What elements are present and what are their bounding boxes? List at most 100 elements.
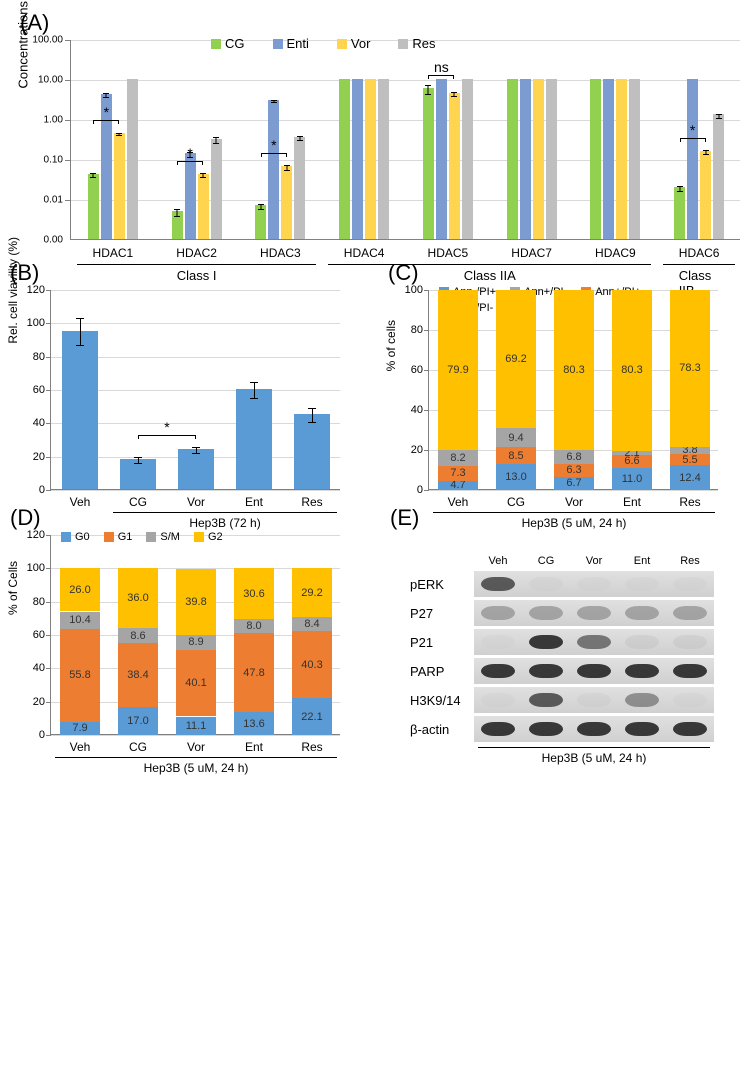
chart-a-bar [546, 79, 557, 239]
western-blots: VehCGVorEntRespERKP27P21PARPH3K9/14β-act… [410, 555, 730, 773]
chartC-segment-label: 7.3 [450, 467, 465, 479]
chart-a-ytick [65, 120, 71, 121]
chart-b-bar [62, 331, 98, 489]
chartD-segment-label: 8.0 [246, 620, 261, 632]
blot-band [529, 693, 563, 707]
chart-a-legend: CGEntiVorRes [211, 36, 436, 51]
chartD-segment-label: 40.3 [301, 659, 322, 671]
chart-a-xlabel: HDAC9 [595, 246, 636, 260]
chartD-segment-label: 39.8 [185, 596, 206, 608]
legend-item: G1 [104, 531, 133, 543]
chart-b-gridline [51, 323, 340, 324]
chart-a-sig-label: ns [434, 59, 449, 75]
chartD-segment-label: 30.6 [243, 588, 264, 600]
blot-band [673, 606, 707, 620]
chart-a-yticklabel: 0.10 [27, 155, 63, 166]
chartD-xlabel: Res [301, 740, 322, 754]
chart-a: Concentrations (μM)0.000.010.101.0010.00… [70, 40, 740, 240]
chart-b-errorcap [308, 422, 316, 423]
blot-band [481, 693, 515, 707]
chart-b-errorcap [134, 463, 142, 464]
chart-a-errorcap [258, 204, 264, 205]
legend-label: G2 [208, 531, 223, 543]
chart-a-errorcap [703, 154, 709, 155]
chartD-segment-label: 10.4 [69, 614, 90, 626]
chart-a-bar [365, 79, 376, 239]
chartC-gridline [429, 490, 718, 491]
legend-swatch [104, 532, 114, 542]
chart-a-errorcap [90, 177, 96, 178]
chartC-yticklabel: 80 [399, 324, 423, 336]
chartD-segment-label: 13.6 [243, 718, 264, 730]
blot-image [474, 716, 714, 742]
chart-a-errorcap [200, 177, 206, 178]
blot-row: β-actin [410, 716, 730, 742]
chartD-yticklabel: 120 [21, 529, 45, 541]
legend-swatch [211, 39, 221, 49]
chart-a-errorcap [258, 209, 264, 210]
legend-label: CG [225, 36, 245, 51]
chart-a-xlabel: HDAC1 [93, 246, 134, 260]
chartD-ytick [46, 668, 51, 669]
chartD-segment-label: 36.0 [127, 592, 148, 604]
chart-b-ytick [46, 423, 51, 424]
chart-a-bar [436, 79, 447, 239]
chartC-segment-label: 69.2 [505, 353, 526, 365]
chart-a-errorcap [103, 93, 109, 94]
blot-condition-line [478, 747, 710, 748]
blot-band [529, 664, 563, 678]
chart-a-errorcap [677, 191, 683, 192]
chart-a-errorcap [271, 100, 277, 101]
chartC-segment-label: 8.2 [450, 452, 465, 464]
chartD-segment-label: 7.9 [72, 722, 87, 734]
chart-a-bar [687, 79, 698, 239]
chartC-yticklabel: 100 [399, 284, 423, 296]
chartC-segment-label: 6.7 [566, 477, 581, 489]
legend-swatch [337, 39, 347, 49]
blot-band [529, 577, 563, 591]
chart-b-sig-bracket [138, 435, 196, 439]
chartC-segment-label: 12.4 [679, 472, 700, 484]
legend-item: CG [211, 36, 245, 51]
chartD-segment-label: 38.4 [127, 669, 148, 681]
chart-a-errorcap [213, 143, 219, 144]
chart-a-errorcap [451, 96, 457, 97]
chartD-yticklabel: 40 [21, 662, 45, 674]
chart-a-errorcap [297, 140, 303, 141]
blot-label: P27 [410, 606, 474, 621]
blot-image [474, 600, 714, 626]
chart-a-bar [603, 79, 614, 239]
chart-a-bar [352, 79, 363, 239]
blot-band [577, 577, 611, 591]
chart-b-yticklabel: 40 [21, 417, 45, 429]
chart-a-bar [198, 174, 209, 239]
chart-a-bar [520, 79, 531, 239]
chart-b-yticklabel: 20 [21, 451, 45, 463]
blot-band [673, 635, 707, 649]
chart-b-ytick [46, 490, 51, 491]
chart-a-bar [449, 93, 460, 239]
chart-a-ytick [65, 40, 71, 41]
blot-band [481, 606, 515, 620]
chart-a-sig-bracket [93, 120, 119, 124]
legend-swatch [194, 532, 204, 542]
chartD-ytick [46, 702, 51, 703]
chartC-ytick [424, 490, 429, 491]
chart-b-errorcap [76, 345, 84, 346]
chart-a-bar [507, 79, 518, 239]
blot-row: P27 [410, 600, 730, 626]
chart-a-errorcap [716, 118, 722, 119]
legend-label: Enti [287, 36, 309, 51]
chartD-legend: G0G1S/MG2 [61, 531, 341, 543]
chart-b-errorcap [250, 398, 258, 399]
chart-b-bar [178, 449, 214, 489]
chartD-segment-label: 26.0 [69, 584, 90, 596]
chart-b-ytick [46, 457, 51, 458]
chart-a-errorcap [116, 135, 122, 136]
chart-a-bar [616, 79, 627, 239]
chartD-segment-label: 8.6 [130, 630, 145, 642]
chart-a-bar [281, 166, 292, 239]
chart-b-yticklabel: 0 [21, 484, 45, 496]
chart-a-bar [533, 79, 544, 239]
blot-band [577, 664, 611, 678]
